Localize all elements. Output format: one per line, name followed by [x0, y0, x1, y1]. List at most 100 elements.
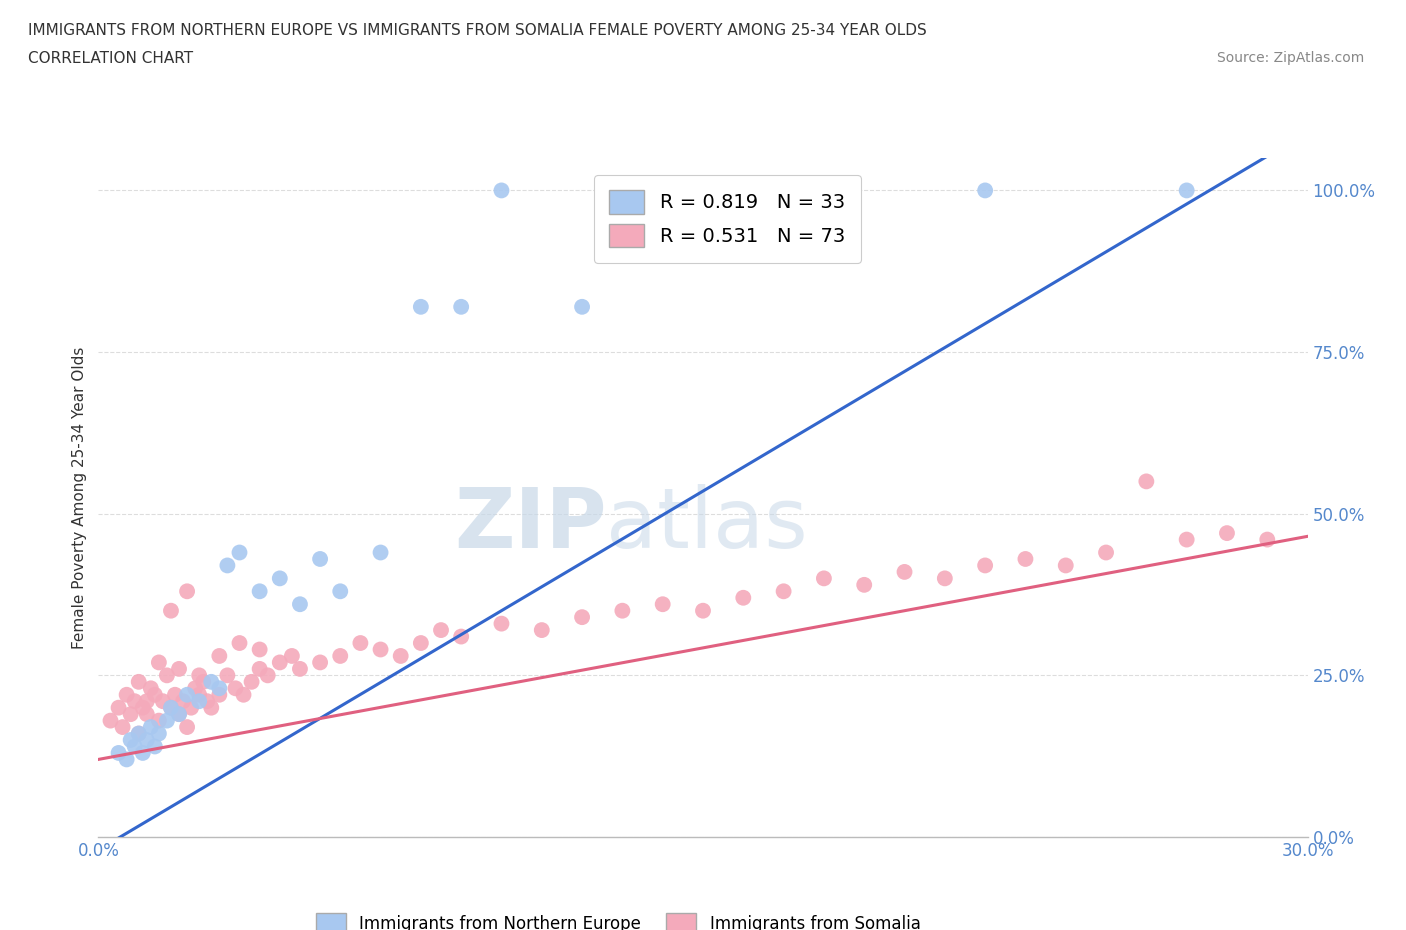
Point	[124, 694, 146, 709]
Point	[571, 299, 593, 314]
Point	[249, 584, 271, 599]
Point	[111, 720, 134, 735]
Point	[208, 687, 231, 702]
Point	[139, 720, 162, 735]
Point	[1256, 532, 1278, 547]
Point	[409, 635, 432, 650]
Text: CORRELATION CHART: CORRELATION CHART	[28, 51, 193, 66]
Point	[813, 571, 835, 586]
Point	[163, 687, 186, 702]
Point	[128, 726, 150, 741]
Point	[193, 674, 215, 689]
Point	[530, 623, 553, 638]
Point	[143, 739, 166, 754]
Point	[172, 694, 194, 709]
Point	[288, 597, 311, 612]
Point	[200, 674, 222, 689]
Point	[135, 707, 157, 722]
Point	[120, 733, 142, 748]
Point	[200, 700, 222, 715]
Point	[1216, 525, 1239, 540]
Point	[692, 183, 714, 198]
Point	[329, 648, 352, 663]
Point	[180, 700, 202, 715]
Point	[148, 726, 170, 741]
Point	[450, 299, 472, 314]
Point	[188, 687, 211, 702]
Point	[208, 648, 231, 663]
Point	[167, 707, 190, 722]
Point	[160, 700, 183, 715]
Point	[124, 739, 146, 754]
Point	[228, 545, 250, 560]
Point	[651, 597, 673, 612]
Point	[152, 694, 174, 709]
Point	[349, 635, 371, 650]
Point	[853, 578, 876, 592]
Point	[232, 687, 254, 702]
Text: ZIP: ZIP	[454, 485, 606, 565]
Point	[160, 700, 183, 715]
Point	[249, 661, 271, 676]
Point	[288, 661, 311, 676]
Point	[224, 681, 246, 696]
Point	[107, 700, 129, 715]
Point	[974, 558, 997, 573]
Text: Source: ZipAtlas.com: Source: ZipAtlas.com	[1216, 51, 1364, 65]
Point	[148, 655, 170, 670]
Point	[370, 642, 392, 657]
Point	[1175, 532, 1198, 547]
Point	[167, 661, 190, 676]
Point	[491, 183, 513, 198]
Point	[156, 713, 179, 728]
Point	[974, 183, 997, 198]
Point	[184, 681, 207, 696]
Point	[188, 694, 211, 709]
Point	[370, 545, 392, 560]
Point	[107, 746, 129, 761]
Point	[571, 610, 593, 625]
Point	[692, 604, 714, 618]
Point	[309, 655, 332, 670]
Point	[733, 591, 755, 605]
Point	[115, 687, 138, 702]
Point	[176, 720, 198, 735]
Point	[100, 713, 122, 728]
Legend: Immigrants from Northern Europe, Immigrants from Somalia: Immigrants from Northern Europe, Immigra…	[309, 907, 927, 930]
Point	[120, 707, 142, 722]
Point	[1095, 545, 1118, 560]
Point	[256, 668, 278, 683]
Point	[176, 687, 198, 702]
Point	[228, 635, 250, 650]
Point	[132, 746, 155, 761]
Point	[1054, 558, 1077, 573]
Point	[156, 668, 179, 683]
Point	[772, 584, 794, 599]
Point	[128, 726, 150, 741]
Point	[491, 617, 513, 631]
Y-axis label: Female Poverty Among 25-34 Year Olds: Female Poverty Among 25-34 Year Olds	[72, 346, 87, 649]
Point	[249, 642, 271, 657]
Point	[269, 655, 291, 670]
Point	[135, 733, 157, 748]
Text: IMMIGRANTS FROM NORTHERN EUROPE VS IMMIGRANTS FROM SOMALIA FEMALE POVERTY AMONG : IMMIGRANTS FROM NORTHERN EUROPE VS IMMIG…	[28, 23, 927, 38]
Point	[309, 551, 332, 566]
Point	[128, 674, 150, 689]
Point	[1135, 474, 1157, 489]
Point	[329, 584, 352, 599]
Point	[188, 668, 211, 683]
Point	[148, 713, 170, 728]
Point	[217, 558, 239, 573]
Point	[195, 694, 218, 709]
Point	[240, 674, 263, 689]
Point	[893, 565, 915, 579]
Point	[389, 648, 412, 663]
Point	[139, 681, 162, 696]
Point	[793, 183, 815, 198]
Text: atlas: atlas	[606, 485, 808, 565]
Point	[409, 299, 432, 314]
Point	[430, 623, 453, 638]
Point	[269, 571, 291, 586]
Point	[167, 707, 190, 722]
Point	[208, 681, 231, 696]
